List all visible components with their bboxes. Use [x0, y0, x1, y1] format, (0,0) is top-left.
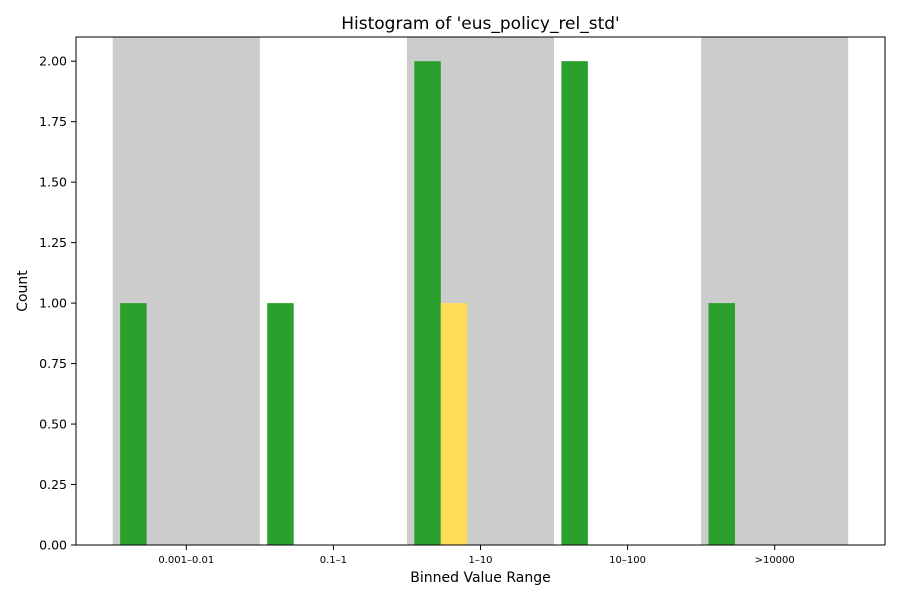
y-tick-label: 2.00 [39, 54, 67, 69]
y-tick-label: 0.25 [39, 477, 67, 492]
bar [440, 303, 468, 545]
y-tick-label: 0.75 [39, 356, 67, 371]
x-tick-label: 10–100 [609, 555, 646, 566]
x-tick-label: >10000 [755, 555, 795, 566]
y-tick-label: 1.25 [39, 235, 67, 250]
y-tick-label: 1.50 [39, 175, 67, 190]
x-tick-label: 1–10 [468, 555, 492, 566]
x-axis-ticks: 0.001–0.01 0.1–1 1–10 10–100 >10000 [158, 545, 795, 566]
y-axis-ticks: 0.00 0.25 0.50 0.75 1.00 1.25 1.50 1.75 2.00 [39, 54, 76, 553]
x-axis-label: Binned Value Range [410, 570, 550, 586]
y-axis-label: Count [15, 270, 31, 312]
x-tick-label: 0.001–0.01 [158, 555, 214, 566]
bar [561, 61, 588, 545]
bar [267, 303, 294, 545]
y-tick-label: 1.75 [39, 114, 67, 129]
bar [414, 61, 441, 545]
bar [120, 303, 147, 545]
x-tick-label: 0.1–1 [320, 555, 347, 566]
y-tick-label: 0.50 [39, 417, 67, 432]
bars [120, 61, 735, 545]
chart-title: Histogram of 'eus_policy_rel_std' [341, 14, 619, 34]
shaded-bands [112, 37, 849, 545]
y-tick-label: 1.00 [39, 296, 67, 311]
bar [708, 303, 735, 545]
y-tick-label: 0.00 [39, 538, 67, 553]
